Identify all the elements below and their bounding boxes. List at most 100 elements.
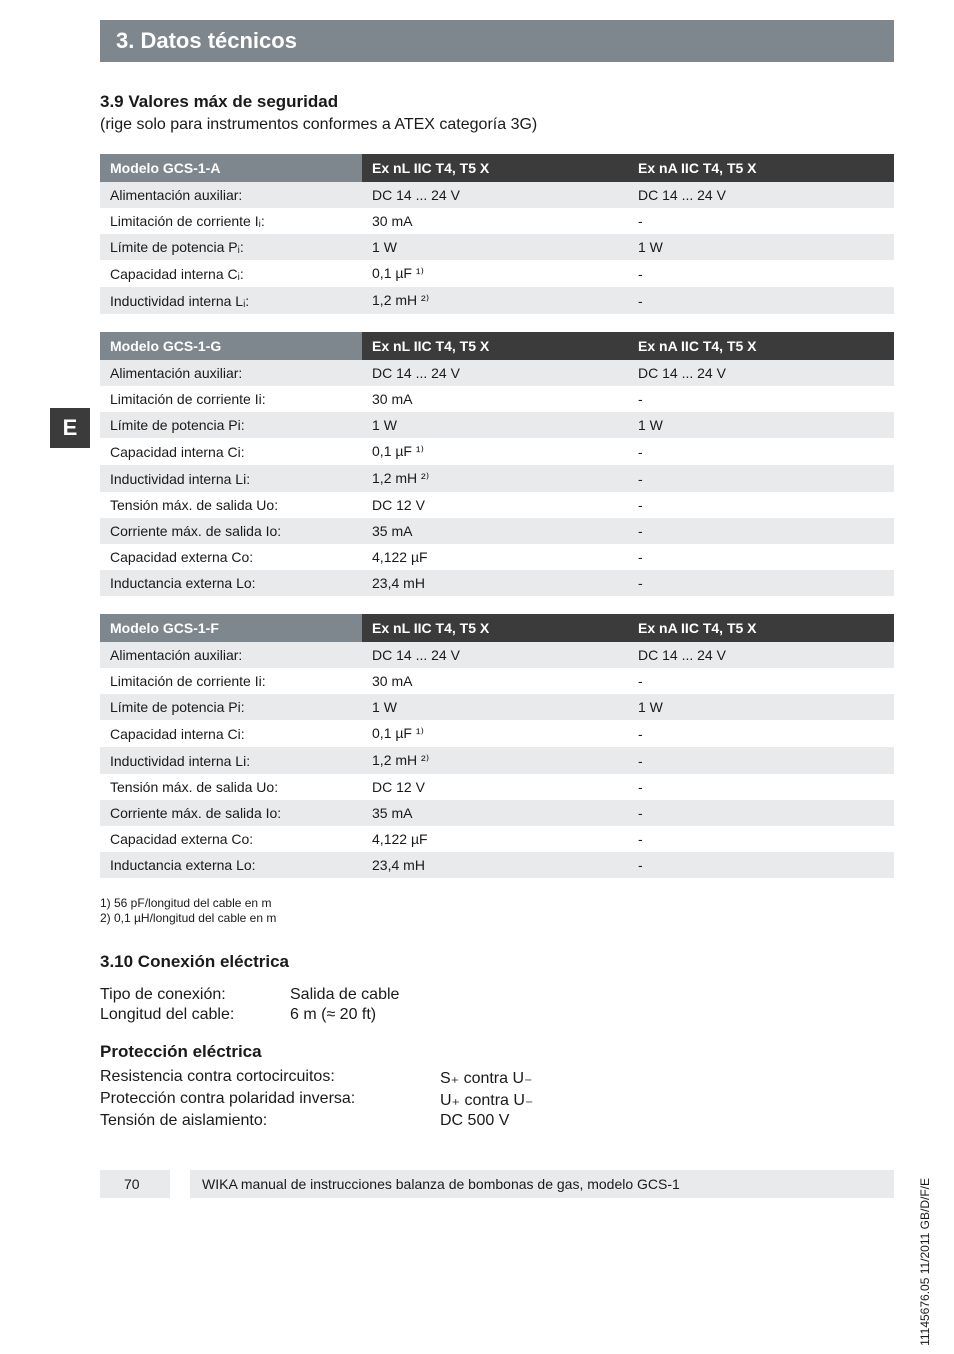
table-row: Capacidad interna Ci:0,1 µF ¹⁾- [100, 720, 894, 747]
table-row: Tensión máx. de salida Uo:DC 12 V- [100, 492, 894, 518]
table-cell: - [628, 492, 894, 518]
table-cell: Limitación de corriente Ii: [100, 668, 362, 694]
main-content: 3.9 Valores máx de seguridad (rige solo … [100, 92, 894, 1130]
table-cell: - [628, 518, 894, 544]
table-row: Inductancia externa Lo:23,4 mH- [100, 570, 894, 596]
table-cell: 30 mA [362, 208, 628, 234]
table-a-body: Alimentación auxiliar:DC 14 ... 24 VDC 1… [100, 182, 894, 314]
kv-key: Protección contra polaridad inversa: [100, 1090, 440, 1110]
table-row: Capacidad externa Co:4,122 µF- [100, 826, 894, 852]
table-cell: Inductancia externa Lo: [100, 852, 362, 878]
table-cell: Capacidad externa Co: [100, 826, 362, 852]
table-row: Límite de potencia Pi:1 W1 W [100, 694, 894, 720]
table-cell: - [628, 668, 894, 694]
table-cell: DC 14 ... 24 V [628, 360, 894, 386]
table-cell: DC 14 ... 24 V [362, 642, 628, 668]
table-row: Alimentación auxiliar:DC 14 ... 24 VDC 1… [100, 642, 894, 668]
table-cell: Inductividad interna Li: [100, 465, 362, 492]
table-cell: 1 W [362, 234, 628, 260]
table-cell: DC 14 ... 24 V [628, 182, 894, 208]
table-cell: 35 mA [362, 518, 628, 544]
table-row: Límite de potencia Pi:1 W1 W [100, 412, 894, 438]
table-cell: 1 W [362, 412, 628, 438]
table-cell: - [628, 260, 894, 287]
table-cell: 0,1 µF ¹⁾ [362, 438, 628, 465]
table-cell: Límite de potencia Pi: [100, 412, 362, 438]
table-gcs-1-f: Modelo GCS-1-F Ex nL IIC T4, T5 X Ex nA … [100, 614, 894, 878]
sec39-title: 3.9 Valores máx de seguridad [100, 92, 894, 112]
kv-tipo-conexion: Tipo de conexión: Salida de cable [100, 986, 894, 1004]
table-row: Tensión máx. de salida Uo:DC 12 V- [100, 774, 894, 800]
kv-key: Resistencia contra cortocircuitos: [100, 1068, 440, 1088]
kv-key: Longitud del cable: [100, 1006, 290, 1024]
table-cell: 0,1 µF ¹⁾ [362, 720, 628, 747]
table-cell: 4,122 µF [362, 544, 628, 570]
th-ex-nl: Ex nL IIC T4, T5 X [362, 154, 628, 182]
table-cell: - [628, 800, 894, 826]
table-cell: Inductancia externa Lo: [100, 570, 362, 596]
table-cell: Limitación de corriente Iᵢ: [100, 208, 362, 234]
table-cell: - [628, 386, 894, 412]
table-cell: - [628, 438, 894, 465]
table-row: Límite de potencia Pᵢ:1 W1 W [100, 234, 894, 260]
page-number: 70 [100, 1170, 170, 1198]
language-tab: E [50, 408, 90, 448]
table-row: Inductividad interna Li:1,2 mH ²⁾- [100, 465, 894, 492]
kv-val: Salida de cable [290, 986, 399, 1004]
table-cell: 35 mA [362, 800, 628, 826]
table-cell: DC 14 ... 24 V [628, 642, 894, 668]
table-cell: Tensión máx. de salida Uo: [100, 774, 362, 800]
table-cell: - [628, 544, 894, 570]
table-cell: - [628, 747, 894, 774]
table-row: Inductividad interna Lᵢ:1,2 mH ²⁾- [100, 287, 894, 314]
table-cell: Tensión máx. de salida Uo: [100, 492, 362, 518]
th-ex-nl: Ex nL IIC T4, T5 X [362, 614, 628, 642]
footer-text: WIKA manual de instrucciones balanza de … [190, 1170, 894, 1198]
table-cell: - [628, 720, 894, 747]
table-cell: - [628, 208, 894, 234]
th-model: Modelo GCS-1-F [100, 614, 362, 642]
th-ex-na: Ex nA IIC T4, T5 X [628, 154, 894, 182]
kv-resistencia: Resistencia contra cortocircuitos: S₊ co… [100, 1068, 894, 1088]
table-row: Capacidad externa Co:4,122 µF- [100, 544, 894, 570]
table-row: Alimentación auxiliar:DC 14 ... 24 VDC 1… [100, 182, 894, 208]
th-ex-na: Ex nA IIC T4, T5 X [628, 332, 894, 360]
table-cell: Alimentación auxiliar: [100, 360, 362, 386]
table-cell: Alimentación auxiliar: [100, 182, 362, 208]
table-cell: 1 W [628, 694, 894, 720]
table-cell: 0,1 µF ¹⁾ [362, 260, 628, 287]
table-cell: 30 mA [362, 386, 628, 412]
table-cell: Capacidad interna Cᵢ: [100, 260, 362, 287]
table-gcs-1-g: Modelo GCS-1-G Ex nL IIC T4, T5 X Ex nA … [100, 332, 894, 596]
table-cell: 1,2 mH ²⁾ [362, 747, 628, 774]
table-cell: DC 14 ... 24 V [362, 182, 628, 208]
th-ex-na: Ex nA IIC T4, T5 X [628, 614, 894, 642]
table-cell: DC 12 V [362, 774, 628, 800]
kv-val: S₊ contra U₋ [440, 1068, 532, 1088]
footnote-1: 1) 56 pF/longitud del cable en m [100, 896, 894, 911]
table-cell: - [628, 570, 894, 596]
table-f-body: Alimentación auxiliar:DC 14 ... 24 VDC 1… [100, 642, 894, 878]
table-cell: Capacidad externa Co: [100, 544, 362, 570]
table-row: Corriente máx. de salida Io:35 mA- [100, 800, 894, 826]
table-cell: 1 W [628, 234, 894, 260]
table-cell: - [628, 826, 894, 852]
table-cell: 23,4 mH [362, 570, 628, 596]
table-cell: Limitación de corriente Ii: [100, 386, 362, 412]
section-header: 3. Datos técnicos [100, 20, 894, 62]
sec310-title: 3.10 Conexión eléctrica [100, 952, 894, 972]
table-cell: Alimentación auxiliar: [100, 642, 362, 668]
table-row: Alimentación auxiliar:DC 14 ... 24 VDC 1… [100, 360, 894, 386]
table-cell: - [628, 852, 894, 878]
kv-key: Tensión de aislamiento: [100, 1112, 440, 1130]
table-cell: Límite de potencia Pᵢ: [100, 234, 362, 260]
table-row: Inductancia externa Lo:23,4 mH- [100, 852, 894, 878]
table-gcs-1-a: Modelo GCS-1-A Ex nL IIC T4, T5 X Ex nA … [100, 154, 894, 314]
table-row: Limitación de corriente Ii:30 mA- [100, 668, 894, 694]
proteccion-title: Protección eléctrica [100, 1042, 894, 1062]
th-ex-nl: Ex nL IIC T4, T5 X [362, 332, 628, 360]
table-cell: Inductividad interna Lᵢ: [100, 287, 362, 314]
table-cell: 4,122 µF [362, 826, 628, 852]
table-row: Limitación de corriente Iᵢ:30 mA- [100, 208, 894, 234]
table-cell: 1,2 mH ²⁾ [362, 287, 628, 314]
